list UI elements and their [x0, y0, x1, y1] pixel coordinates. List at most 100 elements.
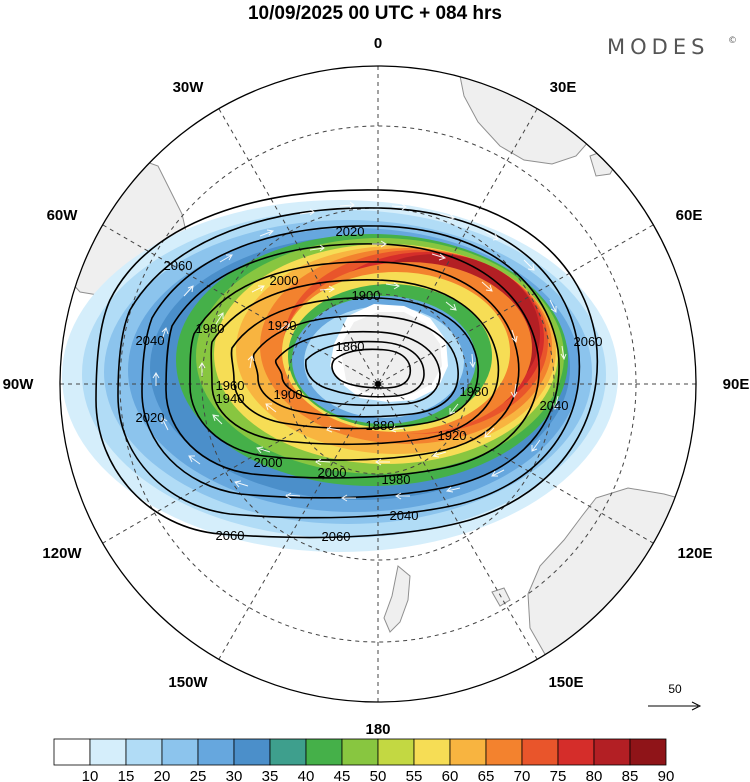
vector-arrow: [385, 282, 400, 290]
meridian-30e-150w: [218, 108, 538, 660]
colorbar-swatch: [197, 738, 235, 766]
vector-arrow: [431, 451, 447, 458]
colorbar-tick-label: 45: [334, 768, 351, 782]
vector-arrow: [560, 345, 567, 361]
new-zealand: [383, 565, 411, 633]
lon-120e-label: 120E: [677, 545, 712, 562]
vector-arrow: [285, 492, 301, 500]
lon-60e-label: 60E: [676, 207, 703, 224]
contour-label: 1880: [366, 418, 395, 433]
contour-label: 2040: [540, 398, 569, 413]
vector-arrow: [299, 208, 315, 216]
reference-vector-arrowhead: [691, 701, 702, 711]
contour-1920: [252, 314, 459, 418]
height-contours: [95, 189, 599, 539]
colorbar-swatch: [413, 738, 451, 766]
colorbar-swatch: [269, 738, 307, 766]
brand-logo: MODES: [607, 35, 709, 59]
colorbar-tick-label: 35: [262, 768, 279, 782]
contour-2020: [141, 225, 560, 499]
vector-arrow: [315, 458, 331, 466]
vector-arrow: [161, 327, 169, 341]
lon-0-label: 0: [374, 35, 382, 52]
colorbar-tick-label: 15: [118, 768, 135, 782]
contour-label: 1860: [336, 339, 365, 354]
vector-arrow: [219, 254, 233, 263]
colorbar-swatch: [557, 738, 595, 766]
colorbar-swatch: [629, 738, 667, 766]
colorbar-tick-label: 75: [550, 768, 567, 782]
wind-speed-colorbar: 10 15 20 25 30 35 40 45 50 55 60 65 70 75 80 85 90: [53, 738, 674, 782]
colorbar-tick-label: 60: [442, 768, 459, 782]
vector-arrow: [391, 203, 407, 211]
contour-label: 2060: [574, 334, 603, 349]
vector-arrow: [259, 229, 275, 237]
contour-label: 1920: [268, 318, 297, 333]
colorbar-tick-label: 65: [478, 768, 495, 782]
vector-arrow: [449, 403, 459, 415]
chart-title: 10/09/2025 00 UTC + 084 hrs: [248, 3, 502, 24]
vector-arrow: [390, 425, 405, 433]
colorbar-tick-label: 85: [622, 768, 639, 782]
vector-arrow: [188, 455, 201, 465]
latitude-circle-2: [201, 207, 555, 561]
vector-arrow: [523, 259, 535, 271]
vector-arrow: [375, 458, 390, 466]
contour-1980: [189, 261, 520, 461]
contour-1880: [305, 340, 425, 398]
meridian-60e-120w: [102, 224, 654, 544]
contour-label: 2000: [270, 273, 299, 288]
contour-label: 2000: [318, 465, 347, 480]
colorbar-tick-label: 20: [154, 768, 171, 782]
colorbar-swatch: [377, 738, 415, 766]
colorbar-swatch: [305, 738, 343, 766]
colorbar-swatch: [521, 738, 559, 766]
vector-arrow: [215, 312, 224, 325]
vector-arrow: [265, 403, 277, 413]
contour-label: 1960: [216, 378, 245, 393]
colorbar-tick-label: 30: [226, 768, 243, 782]
contour-label: 1920: [438, 428, 467, 443]
contour-label: 2060: [322, 529, 351, 544]
longitude-labels: 0 30E 60E 90E 120E 150E 180 150W 120W 90W 60W 30W: [3, 35, 750, 738]
contour-1860: [331, 348, 412, 389]
lon-60w-label: 60W: [47, 207, 79, 224]
vector-arrow: [511, 329, 518, 344]
vector-arrow: [531, 439, 541, 452]
vector-arrow: [549, 299, 557, 313]
contour-label: 2020: [136, 410, 165, 425]
meridian-30w-150e: [218, 108, 538, 660]
lon-90e-label: 90E: [723, 376, 750, 393]
colorbar-tick-label: 70: [514, 768, 531, 782]
vector-arrow: [152, 372, 160, 386]
brand-copyright-mark: ©: [728, 36, 737, 46]
vector-arrow: [552, 395, 560, 410]
vector-arrow: [341, 494, 356, 502]
vector-arrow: [309, 244, 325, 252]
map-border: [59, 65, 697, 703]
contour-label: 1940: [216, 391, 245, 406]
colorbar-tick-label: 40: [298, 768, 315, 782]
south-pole-marker: [375, 381, 381, 387]
reference-vector: 50: [648, 682, 702, 711]
lon-30w-label: 30W: [173, 79, 205, 96]
colorbar-swatch: [233, 738, 271, 766]
vector-arrow: [372, 240, 387, 248]
vector-arrow: [439, 213, 455, 221]
lon-90w-label: 90W: [3, 376, 35, 393]
contour-2040: [117, 207, 581, 519]
contour-label: 2040: [390, 508, 419, 523]
colorbar-tick-label: 50: [370, 768, 387, 782]
contour-2000: [165, 243, 540, 479]
colorbar-swatch: [593, 738, 631, 766]
vector-arrow: [339, 201, 355, 209]
lon-120w-label: 120W: [42, 545, 82, 562]
lon-150e-label: 150E: [548, 674, 583, 691]
vector-arrow: [395, 492, 410, 500]
contour-label: 1980: [196, 321, 225, 336]
contour-label: 1980: [382, 472, 411, 487]
vector-arrow: [326, 425, 341, 433]
vector-arrow: [277, 323, 291, 331]
colorbar-tick-label: 80: [586, 768, 603, 782]
